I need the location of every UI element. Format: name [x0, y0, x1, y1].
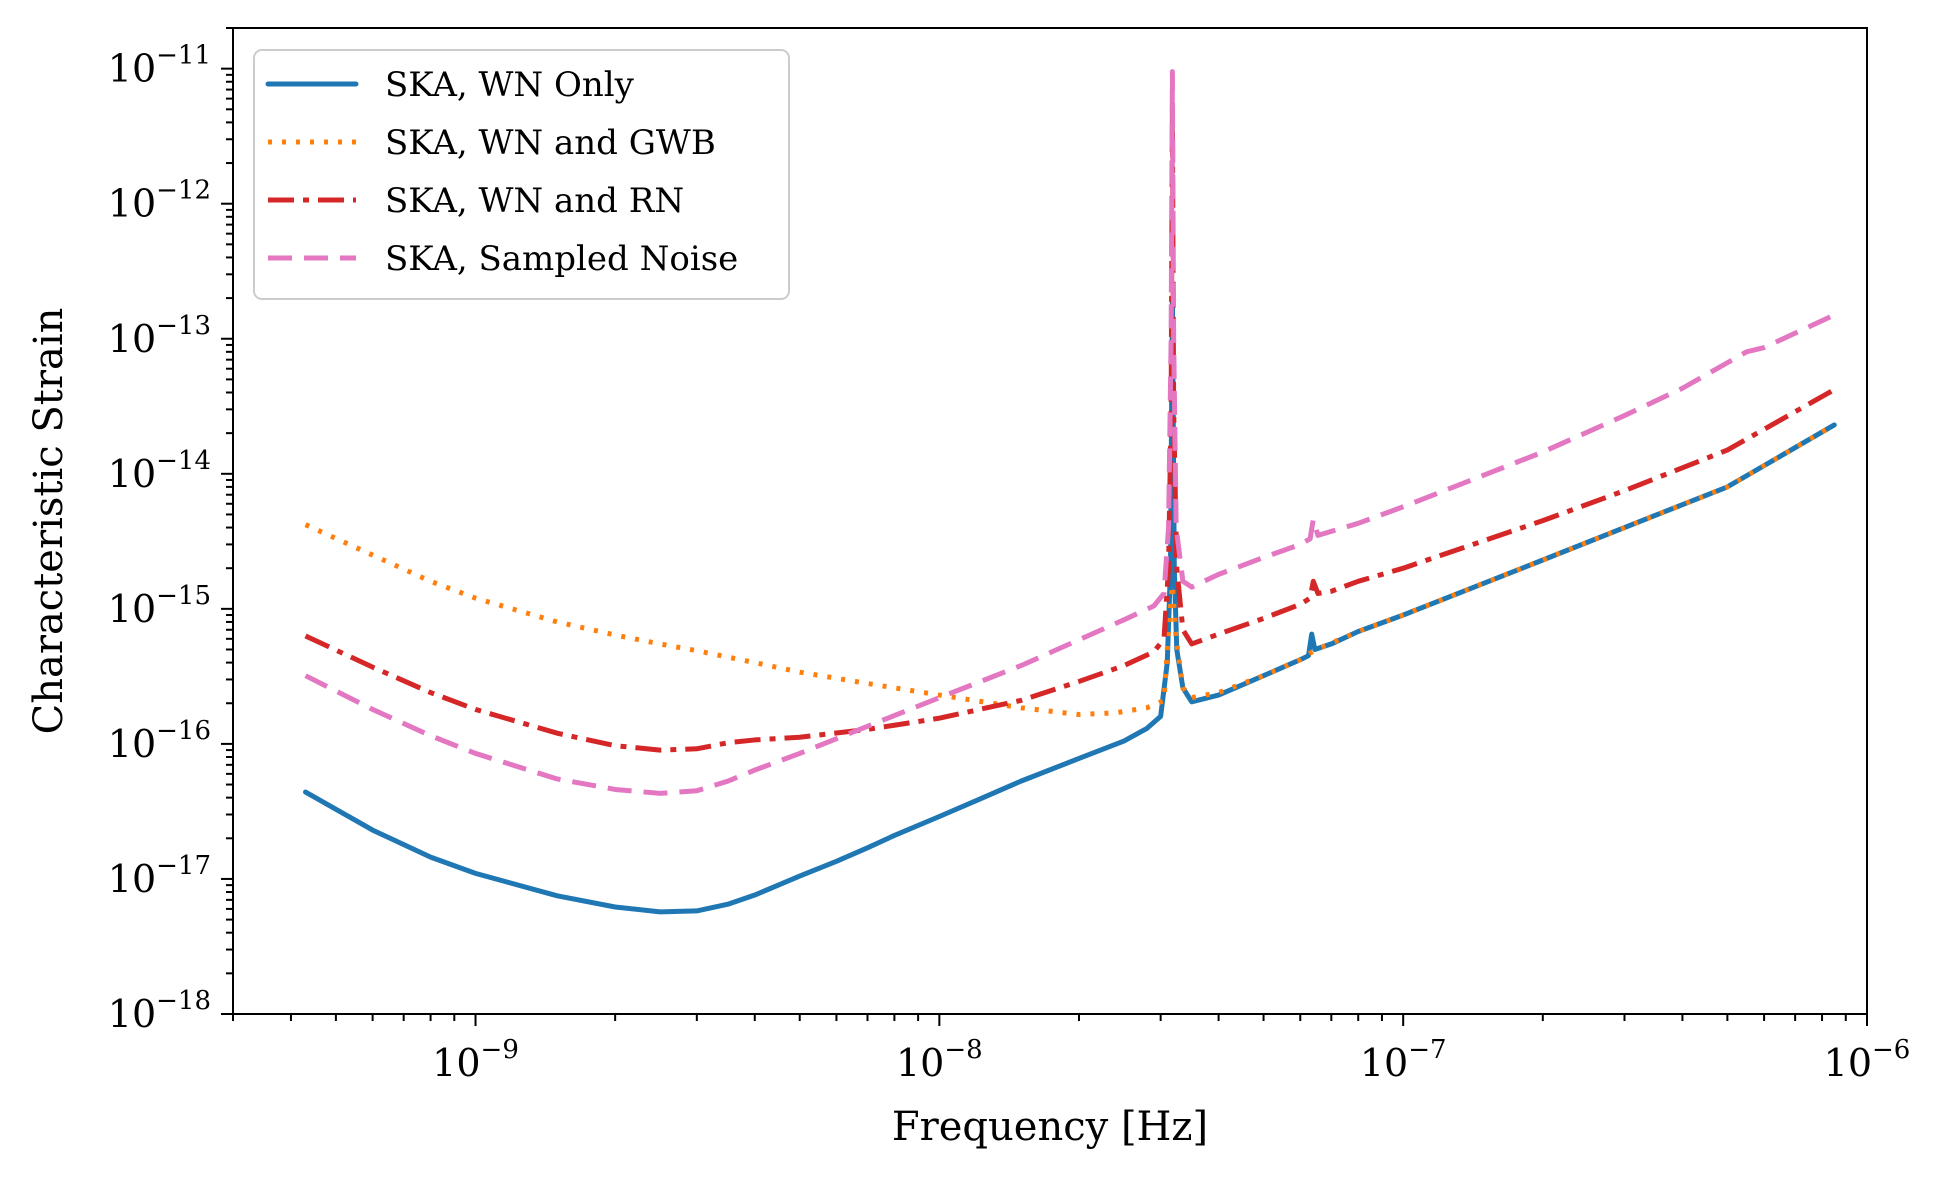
- y-tick-label: 10−15: [108, 581, 211, 631]
- legend-box: [253, 49, 790, 300]
- x-tick-label: 10−9: [432, 1035, 519, 1085]
- y-tick-label: 10−12: [108, 176, 211, 226]
- legend-label-4: SKA, Sampled Noise: [385, 239, 738, 279]
- ticks-layer: [221, 27, 1868, 1026]
- y-tick-label: 10−18: [108, 986, 211, 1036]
- y-axis-label: Characteristic Strain: [26, 308, 72, 735]
- y-tick-label: 10−17: [108, 851, 211, 901]
- tick-labels-layer: 10−9 10−8 10−7 10−6 10−18 10−17 10−16 10−15 10−1…: [108, 41, 1911, 1085]
- series-line-2: [304, 422, 1836, 718]
- legend-label-2: SKA, WN and GWB: [385, 123, 716, 163]
- series-line-4: [304, 69, 1836, 796]
- x-tick-label: 10−8: [896, 1035, 983, 1085]
- y-tick-label: 10−13: [108, 311, 211, 361]
- y-tick-label: 10−16: [108, 716, 211, 766]
- x-tick-label: 10−6: [1824, 1035, 1911, 1085]
- series-line-1: [303, 295, 1837, 915]
- series-layer: [303, 69, 1837, 915]
- x-axis-label: Frequency [Hz]: [892, 1104, 1208, 1150]
- x-tick-label: 10−7: [1360, 1035, 1447, 1085]
- y-tick-label: 10−14: [108, 446, 211, 496]
- plot-frame: [232, 27, 1868, 1015]
- y-tick-label: 10−11: [108, 41, 211, 91]
- legend-label-3: SKA, WN and RN: [385, 181, 684, 221]
- legend: SKA, WN Only SKA, WN and GWB SKA, WN and R…: [253, 49, 790, 300]
- legend-label-1: SKA, WN Only: [385, 65, 635, 105]
